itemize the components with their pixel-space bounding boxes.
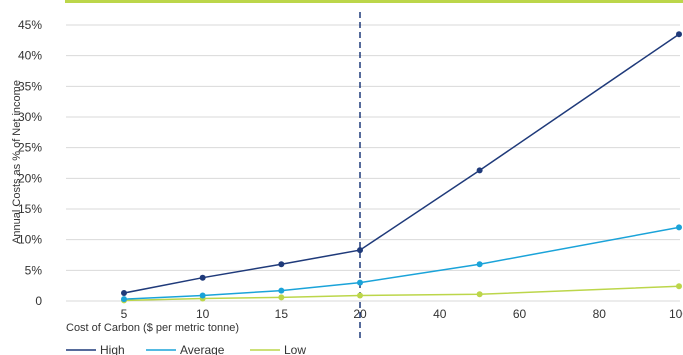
y-tick-label: 15% [18, 202, 42, 216]
y-tick-label: 5% [25, 263, 43, 277]
data-point-high [278, 261, 285, 268]
data-point-low [476, 291, 483, 298]
y-tick-label: 35% [18, 79, 42, 93]
x-tick-label: 40 [433, 307, 447, 321]
data-point-low [278, 294, 285, 301]
data-point-average [199, 292, 206, 299]
series-line-high [123, 33, 680, 294]
x-tick-label: 100 [669, 307, 683, 321]
x-tick-labels: 5101520406080100 [121, 307, 683, 321]
legend-label: High [100, 343, 125, 355]
data-point-high [476, 167, 483, 174]
data-point-average [357, 279, 363, 286]
x-tick-label: 60 [513, 307, 527, 321]
legend: High Average Low [66, 343, 306, 355]
y-tick-label: 40% [18, 49, 42, 63]
series-line-average [123, 226, 680, 300]
series-line-low [123, 285, 680, 302]
legend-label: Average [180, 343, 225, 355]
x-axis-label: Cost of Carbon ($ per metric tonne) [66, 322, 239, 334]
data-point-average [476, 261, 483, 268]
y-tick-label: 25% [18, 141, 42, 155]
data-point-high [357, 247, 363, 254]
gridlines [66, 24, 680, 302]
x-tick-label: 10 [196, 307, 210, 321]
x-tick-label: 80 [593, 307, 607, 321]
data-point-average [676, 224, 682, 231]
y-tick-label: 10% [18, 233, 42, 247]
legend-label: Low [284, 343, 306, 355]
data-point-low [357, 292, 363, 299]
data-point-average [278, 287, 285, 294]
y-tick-label: 0 [35, 294, 42, 308]
y-tick-label: 45% [18, 18, 42, 32]
data-point-low [676, 283, 682, 290]
series-group [121, 31, 682, 304]
top-accent-bar [65, 0, 683, 3]
x-tick-label: 15 [275, 307, 289, 321]
y-axis-label: Annual Costs as % of Net income [11, 80, 23, 244]
y-tick-label: 30% [18, 110, 42, 124]
data-point-average [121, 296, 127, 303]
y-tick-label: 20% [18, 171, 42, 185]
data-point-high [199, 274, 206, 281]
y-tick-labels: 0 5% 10% 15% 20% 25% 30% 35% 40% 45% [18, 18, 42, 308]
x-tick-label: 5 [121, 307, 128, 321]
data-point-high [676, 31, 682, 38]
data-point-high [121, 290, 127, 297]
